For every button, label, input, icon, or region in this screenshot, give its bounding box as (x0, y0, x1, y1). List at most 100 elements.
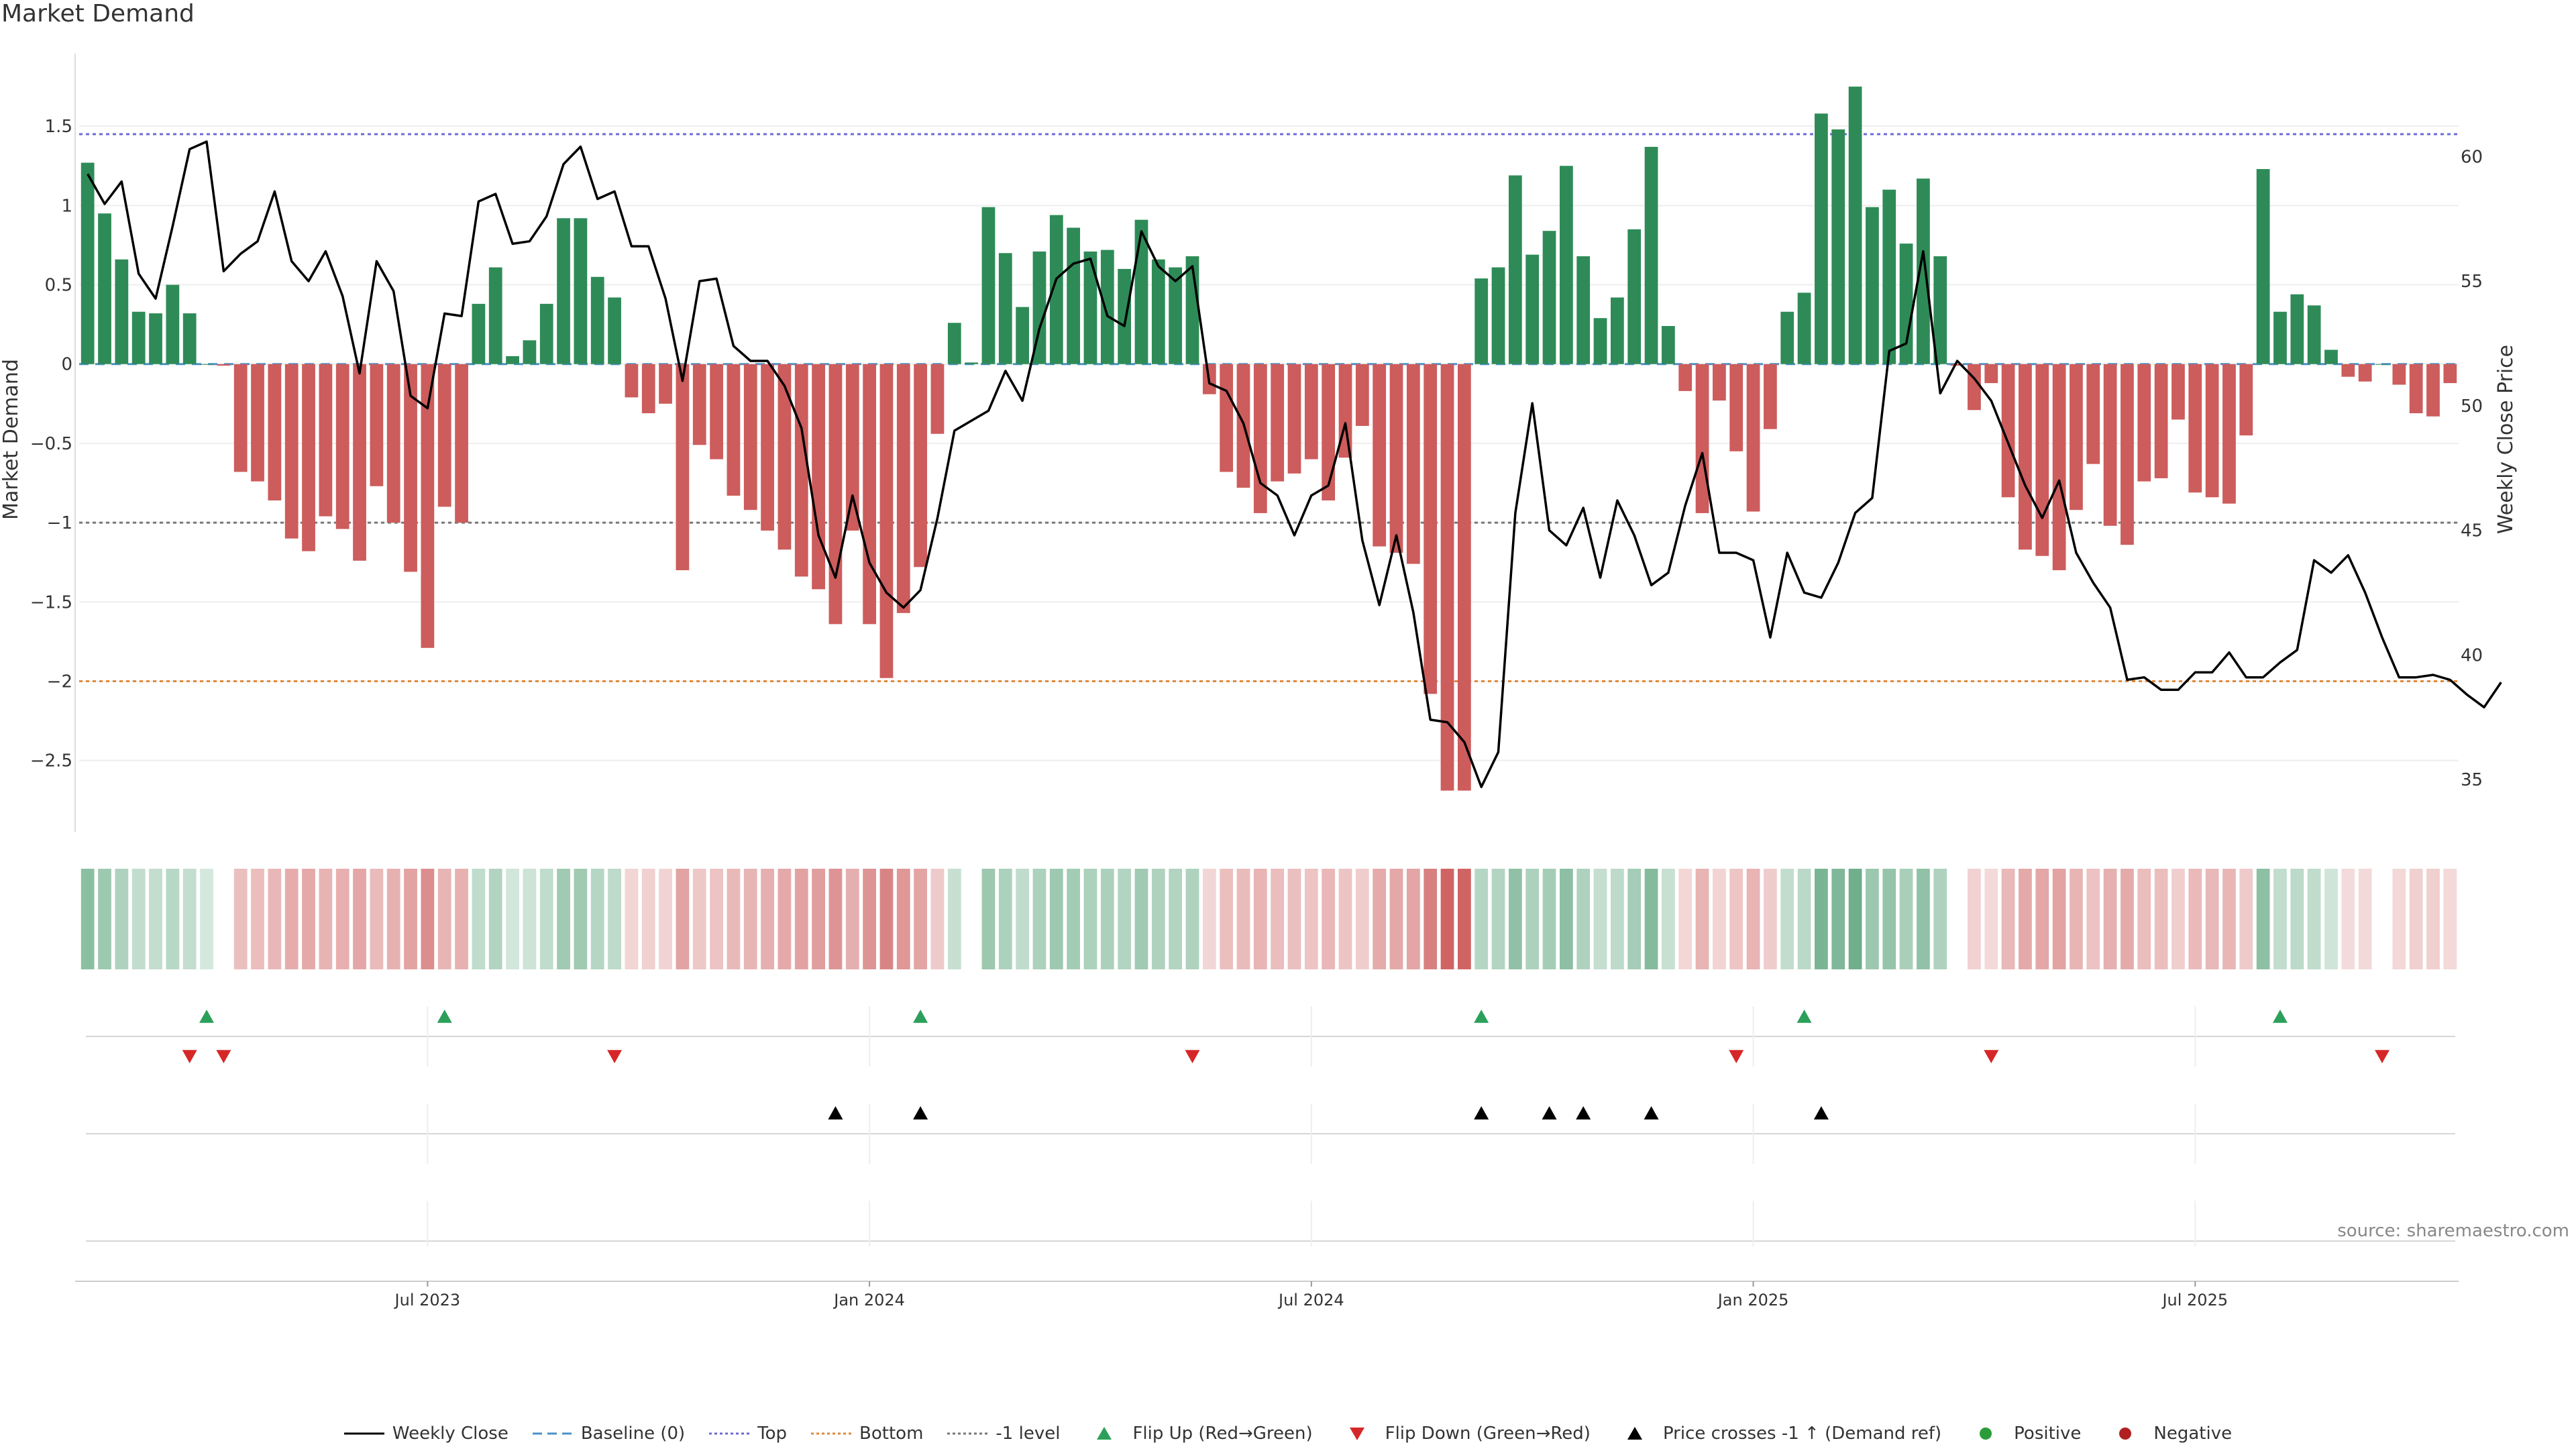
heat-cell (727, 869, 741, 969)
demand-bar (1882, 189, 1896, 364)
y-tick-label: 1.5 (45, 117, 72, 137)
heat-cell (1049, 869, 1063, 969)
legend-swatch-positive (1980, 1428, 1992, 1440)
demand-bar (523, 340, 537, 364)
heat-cell (2137, 869, 2151, 969)
price-cross-marker (1813, 1106, 1829, 1120)
flip-up-marker (913, 1010, 928, 1023)
heat-cell (2121, 869, 2134, 969)
x-tick-label: Jul 2024 (1277, 1291, 1344, 1309)
price-cross-marker (913, 1106, 928, 1120)
heat-cell (1627, 869, 1642, 969)
heat-cell (1322, 869, 1336, 969)
heat-cell (1236, 869, 1250, 969)
heat-cell (2273, 869, 2287, 969)
heat-cell (676, 869, 690, 969)
demand-bar (1220, 364, 1234, 472)
flip-down-marker (182, 1050, 197, 1063)
demand-bar (710, 364, 723, 460)
y2-tick-label: 50 (2461, 396, 2483, 417)
demand-bar (1662, 326, 1675, 364)
legend-item-flip-down: Flip Down (Green→Red) (1337, 1424, 1591, 1444)
legend-item-top: Top (709, 1424, 787, 1444)
demand-bar (353, 364, 366, 561)
flip-down-marker (1185, 1050, 1200, 1063)
demand-bar (727, 364, 741, 496)
demand-bar (131, 311, 146, 364)
heat-cell (2239, 869, 2253, 969)
demand-bar (1576, 256, 1591, 364)
heat-cell (523, 869, 537, 969)
demand-bar (1764, 364, 1777, 429)
heat-cell (335, 869, 350, 969)
y2-axis-title: Weekly Close Price (2494, 345, 2518, 534)
heat-cell (863, 869, 876, 969)
heat-cell (1271, 869, 1285, 969)
demand-bar (2375, 364, 2389, 365)
heat-cell (1016, 869, 1030, 969)
demand-bar (2052, 364, 2066, 570)
heat-cell (1780, 869, 1794, 969)
heat-cell (1542, 869, 1556, 969)
heat-cell (1373, 869, 1387, 969)
y2-tick-label: 45 (2461, 521, 2483, 541)
demand-bar (2256, 169, 2270, 364)
heat-cell (557, 869, 570, 969)
legend-item-price-cross: Price crosses -1 ↑ (Demand ref) (1615, 1424, 1941, 1444)
demand-bar (1746, 364, 1760, 512)
heat-cell (2392, 869, 2406, 969)
y2-tick-label: 55 (2461, 272, 2483, 292)
demand-bar (2070, 364, 2083, 511)
demand-bar (2324, 350, 2338, 364)
y2-tick-label: 60 (2461, 147, 2483, 167)
legend-label: Flip Up (Red→Green) (1132, 1424, 1313, 1444)
heat-cell (828, 869, 843, 969)
demand-bar (1424, 364, 1438, 694)
legend-item-positive: Positive (1966, 1424, 2081, 1444)
demand-bar (1593, 318, 1607, 364)
source-credit: source: sharemaestro.com (2337, 1221, 2569, 1241)
legend-swatch-negative (2119, 1428, 2132, 1440)
demand-bar (166, 284, 180, 364)
heat-cell (98, 869, 111, 969)
heat-cell (1695, 869, 1709, 969)
heat-cell (1067, 869, 1081, 969)
demand-bar (574, 218, 588, 364)
heat-cell (1118, 869, 1132, 969)
legend-swatch-price-cross (1627, 1427, 1642, 1440)
demand-bar (2409, 364, 2423, 413)
demand-bar (386, 364, 400, 523)
legend-item-minus1: -1 level (947, 1424, 1060, 1444)
heat-cell (692, 869, 706, 969)
heat-cell (777, 869, 792, 969)
x-tick-label: Jul 2023 (394, 1291, 461, 1309)
demand-bar (1848, 87, 1862, 364)
heat-cell (2358, 869, 2372, 969)
demand-bar (761, 364, 774, 531)
demand-bar (2239, 364, 2253, 436)
demand-bar (233, 364, 248, 472)
demand-bar (1797, 292, 1811, 364)
demand-bar (2137, 364, 2151, 482)
legend-label: Negative (2153, 1424, 2233, 1444)
demand-bar (1491, 267, 1505, 364)
heat-cell (1424, 869, 1438, 969)
heat-cell (131, 869, 146, 969)
price-cross-marker (1576, 1106, 1591, 1120)
demand-bar (284, 364, 299, 539)
heat-cell (1032, 869, 1046, 969)
heat-cell (251, 869, 264, 969)
heat-cell (2070, 869, 2083, 969)
x-tick-label: Jul 2025 (2161, 1291, 2228, 1309)
legend-label: Price crosses -1 ↑ (Demand ref) (1662, 1424, 1942, 1444)
heat-cell (506, 869, 519, 969)
demand-bar (1678, 364, 1693, 391)
demand-bar (914, 364, 927, 568)
demand-bar (2103, 364, 2117, 526)
demand-bar (1525, 254, 1540, 364)
demand-bar (1049, 215, 1063, 364)
flip-down-marker (1984, 1050, 1999, 1063)
heat-cell (1304, 869, 1318, 969)
demand-bar (404, 364, 417, 572)
x-tick-label: Jan 2024 (833, 1291, 905, 1309)
